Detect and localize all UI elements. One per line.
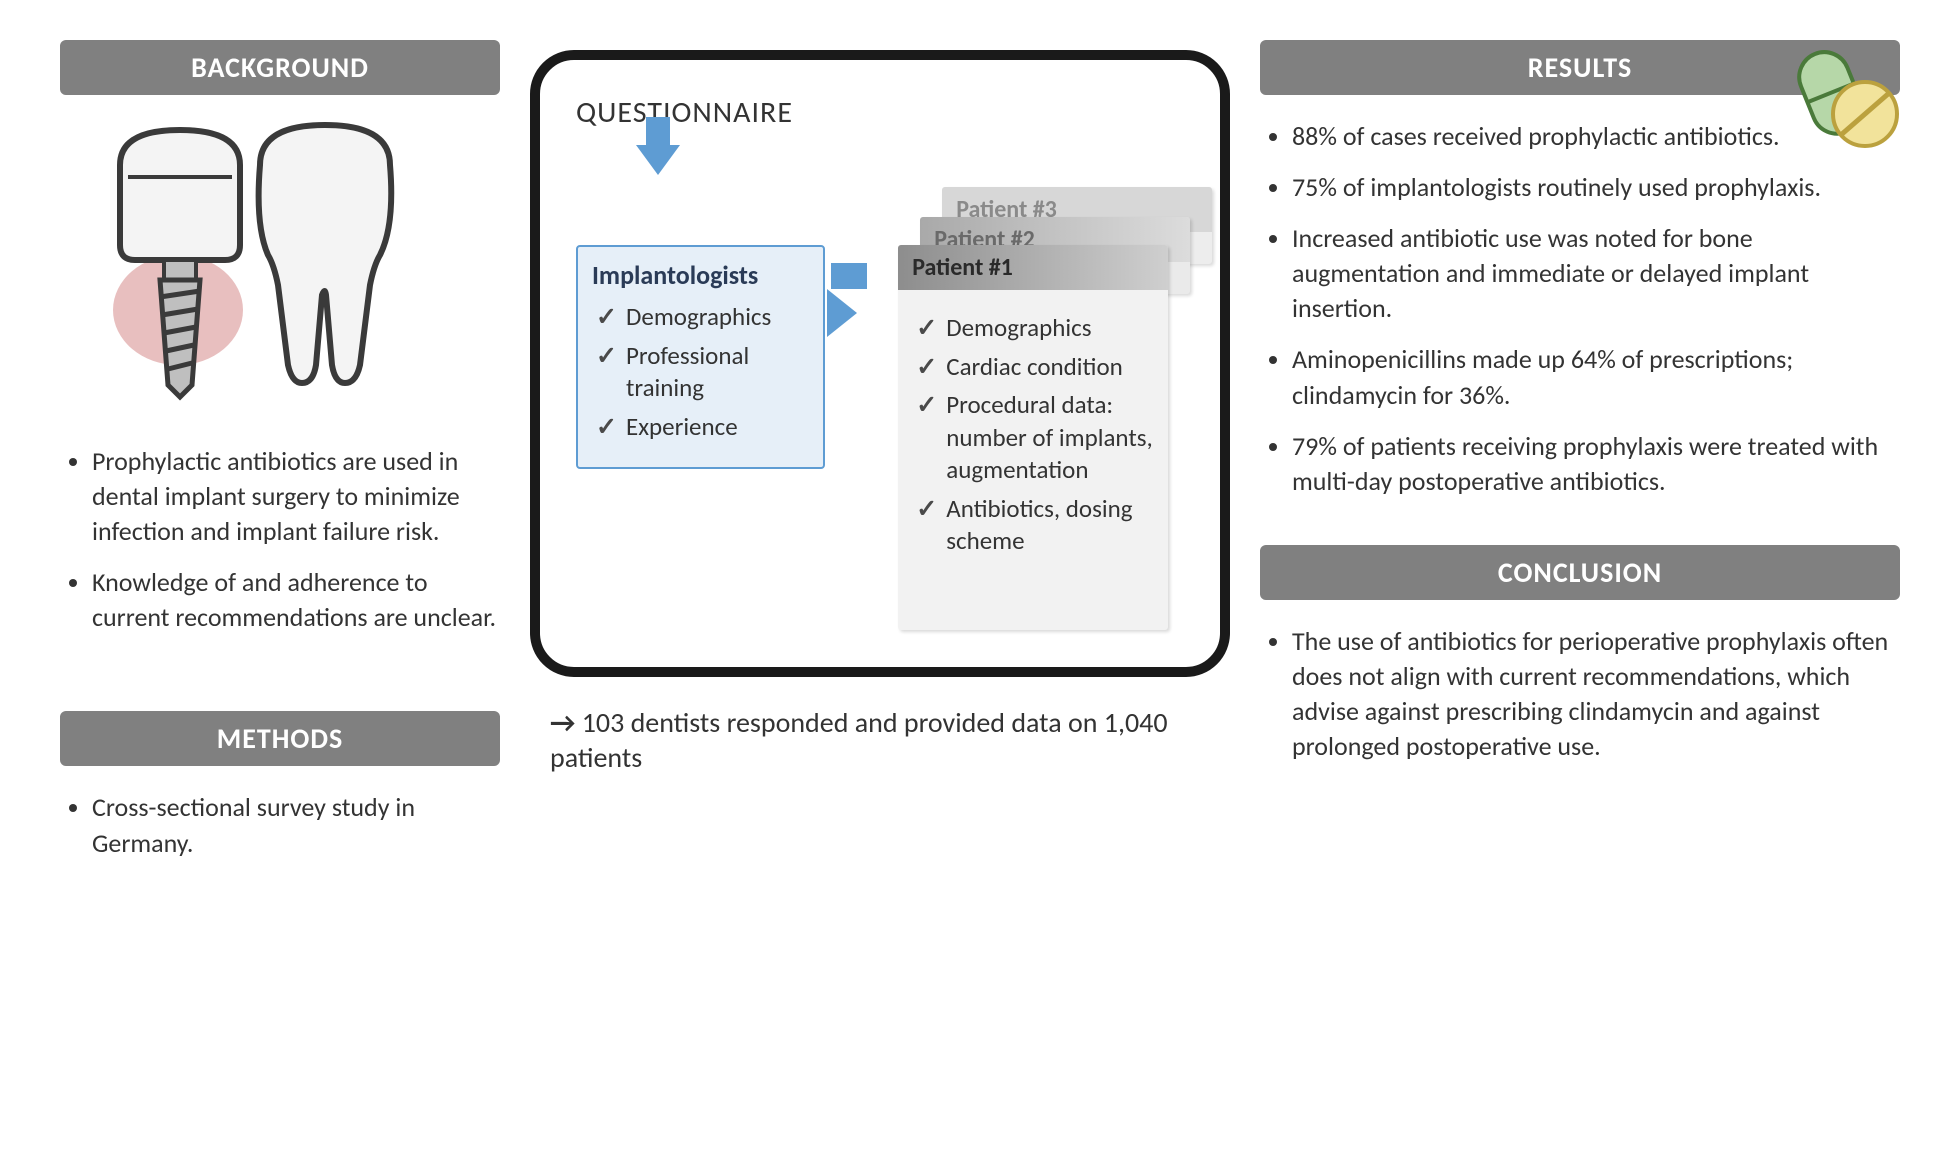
methods-bullets: Cross-sectional survey study in Germany. (60, 790, 500, 876)
footnote-arrow: → (550, 705, 582, 740)
patient-items: Demographics Cardiac condition Procedura… (912, 312, 1154, 558)
conclusion-header: CONCLUSION (1260, 545, 1900, 600)
patient-card-1: Patient #1 Demographics Cardiac conditio… (898, 245, 1168, 630)
list-item: Procedural data: number of implants, aug… (916, 389, 1154, 487)
results-bullets: 88% of cases received prophylactic antib… (1260, 119, 1900, 515)
questionnaire-footnote: → 103 dentists responded and provided da… (530, 705, 1230, 775)
patient-card-body: Demographics Cardiac condition Procedura… (898, 290, 1168, 630)
infographic-container: BACKGROUND Prophyla (60, 40, 1900, 1115)
implantologists-title: Implantologists (592, 259, 809, 291)
conclusion-bullets: The use of antibiotics for perioperative… (1260, 624, 1900, 780)
patient-card-header: Patient #1 (898, 245, 1168, 290)
methods-bullet: Cross-sectional survey study in Germany. (92, 790, 500, 860)
results-bullet: Aminopenicillins made up 64% of prescrip… (1292, 342, 1900, 412)
right-column: RESULTS 88% of cases received prophylact… (1260, 40, 1900, 1115)
background-bullets: Prophylactic antibiotics are used in den… (60, 444, 500, 651)
arrow-down-icon (636, 145, 680, 175)
footnote-text: 103 dentists responded and provided data… (550, 705, 1168, 775)
results-bullet: 79% of patients receiving prophylaxis we… (1292, 429, 1900, 499)
implantologists-items: Demographics Professional training Exper… (592, 301, 809, 443)
cards-row: Implantologists Demographics Professiona… (576, 187, 1184, 627)
list-item: Experience (596, 411, 809, 444)
methods-header: METHODS (60, 711, 500, 766)
list-item: Cardiac condition (916, 351, 1154, 384)
pills-icon (1770, 34, 1910, 159)
list-item: Demographics (596, 301, 809, 334)
background-header: BACKGROUND (60, 40, 500, 95)
implantologists-card: Implantologists Demographics Professiona… (576, 245, 825, 469)
tooth-implant-icon (60, 105, 500, 410)
background-bullet: Prophylactic antibiotics are used in den… (92, 444, 500, 549)
conclusion-bullet: The use of antibiotics for perioperative… (1292, 624, 1900, 764)
results-bullet: Increased antibiotic use was noted for b… (1292, 221, 1900, 326)
arrow-right-icon (831, 263, 890, 337)
list-item: Antibiotics, dosing scheme (916, 493, 1154, 558)
list-item: Demographics (916, 312, 1154, 345)
left-column: BACKGROUND Prophyla (60, 40, 500, 1115)
center-column: QUESTIONNAIRE Implantologists Demographi… (530, 40, 1230, 1115)
list-item: Professional training (596, 340, 809, 405)
background-bullet: Knowledge of and adherence to current re… (92, 565, 500, 635)
questionnaire-frame: QUESTIONNAIRE Implantologists Demographi… (530, 50, 1230, 677)
results-bullet: 75% of implantologists routinely used pr… (1292, 170, 1900, 205)
patient-card-stack: Patient #3 Patient #2 Patient #1 Demogra (898, 187, 1184, 627)
